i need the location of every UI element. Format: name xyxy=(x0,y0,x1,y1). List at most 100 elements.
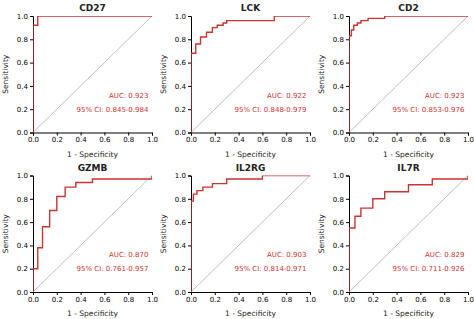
panel: 0.00.20.40.60.81.00.00.20.40.60.81.0CD21… xyxy=(317,3,474,159)
tick-label: 0.4 xyxy=(175,83,187,91)
panel: 0.00.20.40.60.81.00.00.20.40.60.81.0GZMB… xyxy=(1,163,158,319)
tick-label: 0.4 xyxy=(17,242,29,250)
tick-label: 1.0 xyxy=(463,136,474,144)
tick-mark xyxy=(373,292,374,295)
tick: 0.2 xyxy=(175,106,191,114)
tick-mark xyxy=(468,292,469,295)
tick-mark xyxy=(346,16,349,17)
tick: 0.4 xyxy=(333,83,349,91)
tick: 0.8 xyxy=(333,36,349,44)
tick: 0.4 xyxy=(17,83,33,91)
roc-curve xyxy=(349,176,468,293)
tick: 0.4 xyxy=(333,242,349,250)
panel-title: IL2RG xyxy=(236,163,266,173)
tick-mark xyxy=(346,39,349,40)
tick: 1.0 xyxy=(463,292,474,304)
tick-label: 0.2 xyxy=(210,296,221,304)
tick-mark xyxy=(346,292,349,293)
tick: 0.4 xyxy=(234,292,246,304)
tick-label: 0.0 xyxy=(333,129,344,137)
tick-label: 0.4 xyxy=(333,83,345,91)
tick-mark xyxy=(188,39,191,40)
tick-mark xyxy=(57,133,58,136)
tick-label: 0.2 xyxy=(368,296,379,304)
axis-line xyxy=(192,293,311,296)
tick-label: 0.8 xyxy=(175,196,186,204)
y-axis: 0.00.20.40.60.81.0 xyxy=(175,172,192,296)
tick-label: 0.6 xyxy=(415,296,427,304)
panel: 0.00.20.40.60.81.00.00.20.40.60.81.0CD27… xyxy=(1,3,158,159)
x-axis-title: 1 - Specificity xyxy=(225,150,276,159)
tick: 1.0 xyxy=(17,13,33,21)
tick-label: 0.4 xyxy=(392,136,404,144)
tick-mark xyxy=(188,245,191,246)
tick: 0.6 xyxy=(175,219,191,227)
tick-mark xyxy=(30,176,33,177)
annotation: AUC: 0.923 xyxy=(109,92,148,100)
tick: 0.4 xyxy=(175,83,191,91)
tick-mark xyxy=(57,292,58,295)
tick-label: 0.2 xyxy=(333,106,344,114)
tick-mark xyxy=(346,133,349,134)
tick-mark xyxy=(468,133,469,136)
tick-label: 0.0 xyxy=(28,296,39,304)
tick-label: 0.2 xyxy=(17,106,28,114)
roc-curve xyxy=(191,16,310,133)
tick: 0.8 xyxy=(439,133,450,145)
tick-mark xyxy=(188,109,191,110)
annotation: AUC: 0.903 xyxy=(267,251,306,259)
tick-label: 1.0 xyxy=(147,136,158,144)
tick: 0.4 xyxy=(392,133,404,145)
tick-mark xyxy=(346,269,349,270)
tick: 0.6 xyxy=(17,59,33,67)
tick-mark xyxy=(444,292,445,295)
tick-label: 0.0 xyxy=(186,296,197,304)
tick-mark xyxy=(188,86,191,87)
tick-mark xyxy=(346,109,349,110)
tick-label: 0.2 xyxy=(175,265,186,273)
tick-label: 1.0 xyxy=(305,136,316,144)
tick-label: 1.0 xyxy=(305,296,316,304)
tick-label: 0.6 xyxy=(333,219,345,227)
tick: 0.8 xyxy=(17,36,33,44)
tick: 0.2 xyxy=(17,106,33,114)
x-axis: 0.00.20.40.60.81.0 xyxy=(186,133,316,145)
panel: 0.00.20.40.60.81.00.00.20.40.60.81.0IL7R… xyxy=(317,163,474,319)
tick: 1.0 xyxy=(305,133,316,145)
tick-mark xyxy=(152,133,153,136)
tick: 0.0 xyxy=(186,292,197,304)
tick: 0.2 xyxy=(210,292,221,304)
tick-label: 0.0 xyxy=(186,136,197,144)
tick-mark xyxy=(30,63,33,64)
tick-mark xyxy=(128,292,129,295)
tick-mark xyxy=(420,133,421,136)
tick-mark xyxy=(286,292,287,295)
plot-area xyxy=(33,16,152,133)
reference-line xyxy=(33,16,152,133)
plot-area xyxy=(349,176,468,293)
x-axis: 0.00.20.40.60.81.0 xyxy=(28,292,158,304)
tick-mark xyxy=(81,133,82,136)
tick: 1.0 xyxy=(333,13,349,21)
annotation: 95% CI: 0.814-0.971 xyxy=(234,265,306,273)
tick-mark xyxy=(420,292,421,295)
reference-line xyxy=(191,176,310,293)
axis-line xyxy=(188,17,192,134)
tick-mark xyxy=(346,222,349,223)
tick: 0.8 xyxy=(175,196,191,204)
tick: 1.0 xyxy=(175,172,191,180)
plot-area xyxy=(349,16,468,133)
tick: 0.6 xyxy=(99,133,111,145)
annotation: AUC: 0.922 xyxy=(267,92,306,100)
tick-mark xyxy=(346,86,349,87)
panel: 0.00.20.40.60.81.00.00.20.40.60.81.0LCK1… xyxy=(159,3,316,159)
tick-label: 0.6 xyxy=(333,59,345,67)
tick-mark xyxy=(152,292,153,295)
x-axis-title: 1 - Specificity xyxy=(67,309,118,318)
tick-label: 1.0 xyxy=(333,172,344,180)
tick: 0.8 xyxy=(123,292,134,304)
x-axis: 0.00.20.40.60.81.0 xyxy=(344,292,474,304)
chart-root: 0.00.20.40.60.81.00.00.20.40.60.81.0CD27… xyxy=(0,0,474,319)
tick-label: 0.0 xyxy=(344,136,355,144)
tick-label: 0.4 xyxy=(234,296,246,304)
